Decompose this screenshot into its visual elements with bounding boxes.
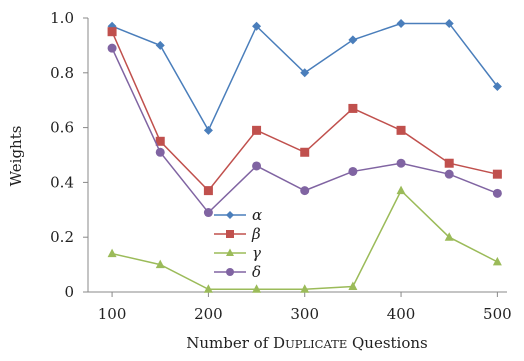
y-axis-title: Weights (7, 126, 25, 187)
legend-label: β (251, 225, 261, 243)
x-tick-label: 200 (194, 305, 223, 323)
data-point (107, 27, 117, 37)
data-point (252, 284, 262, 293)
data-point (492, 169, 502, 179)
y-tick-label: 0 (64, 283, 74, 301)
data-point (203, 284, 213, 293)
y-tick-label: 0.4 (50, 173, 74, 191)
legend-label: α (252, 206, 262, 224)
x-tick-label: 500 (483, 305, 512, 323)
x-axis-title: Number of DUPLICATE Questions (186, 334, 427, 352)
legend-label: δ (252, 263, 261, 281)
data-point (155, 147, 165, 157)
data-point (107, 43, 117, 53)
y-tick-label: 0.6 (50, 119, 74, 137)
data-point (444, 18, 454, 28)
legend-marker (226, 268, 234, 276)
series-4 (107, 43, 502, 218)
data-point (444, 169, 454, 179)
legend-entry: α (214, 206, 262, 224)
data-point (396, 18, 406, 28)
series-2 (107, 27, 502, 196)
data-point (396, 125, 406, 135)
data-point (300, 284, 310, 293)
data-point (348, 281, 358, 291)
legend-marker (226, 230, 234, 238)
data-point (348, 166, 358, 176)
data-point (348, 35, 358, 45)
y-tick-label: 1.0 (50, 9, 74, 27)
data-point (348, 103, 358, 113)
legend-entry: β (214, 225, 261, 243)
legend-marker (226, 211, 234, 219)
series-layer (107, 18, 502, 293)
x-tick-label: 100 (98, 305, 127, 323)
legend-marker (226, 248, 234, 256)
data-point (396, 158, 406, 168)
data-point (252, 21, 262, 31)
data-point (492, 82, 502, 91)
data-point (492, 188, 502, 198)
series-3 (107, 185, 502, 293)
data-point (155, 136, 165, 146)
data-point (252, 161, 262, 171)
x-tick-label: 300 (290, 305, 319, 323)
data-point (203, 186, 213, 196)
data-point (155, 40, 165, 50)
legend-label: γ (252, 244, 261, 262)
data-point (300, 68, 310, 78)
x-tick-label: 400 (387, 305, 416, 323)
axes: 0 0.2 0.4 0.6 0.8 1.0 100 200 300 400 500 (50, 9, 512, 323)
data-point (300, 186, 310, 196)
y-tick-label: 0.8 (50, 64, 74, 82)
legend-entry: δ (214, 263, 261, 281)
data-point (107, 248, 117, 258)
data-point (396, 185, 406, 195)
data-point (444, 232, 454, 241)
data-point (155, 259, 165, 269)
data-point (444, 158, 454, 168)
series-line (111, 189, 498, 291)
data-point (300, 147, 310, 157)
data-point (203, 208, 213, 218)
legend-entry: γ (214, 244, 261, 262)
data-point (492, 256, 502, 266)
series-line (111, 31, 498, 192)
data-point (252, 125, 262, 135)
y-tick-label: 0.2 (50, 228, 74, 246)
series-1 (107, 18, 502, 135)
data-point (203, 125, 213, 135)
